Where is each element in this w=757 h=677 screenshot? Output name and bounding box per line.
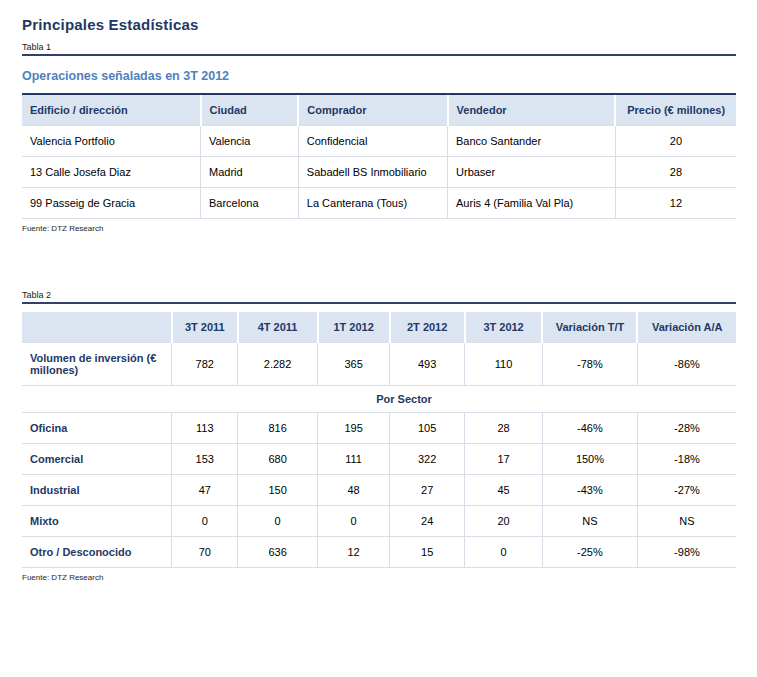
cell-value: 322 (390, 444, 465, 475)
cell-value: 680 (238, 444, 318, 475)
table-row: Industrial 47 150 48 27 45 -43% -27% (22, 475, 736, 506)
table-row: Valencia Portfolio Valencia Confidencial… (22, 126, 736, 157)
cell-value: 0 (172, 506, 238, 537)
cell-edificio: 13 Calle Josefa Diaz (22, 157, 201, 188)
cell-comprador: Sabadell BS Inmobiliario (298, 157, 447, 188)
cell-vendedor: Banco Santander (448, 126, 616, 157)
cell-value: 111 (318, 444, 390, 475)
cell-value: 27 (390, 475, 465, 506)
page-title: Principales Estadísticas (22, 16, 736, 33)
cell-value: 20 (465, 506, 543, 537)
cell-comprador: Confidencial (298, 126, 447, 157)
cell-value: 45 (465, 475, 543, 506)
cell-value: 0 (238, 506, 318, 537)
table-row: Otro / Desconocido 70 636 12 15 0 -25% -… (22, 537, 736, 568)
cell-value: -86% (637, 343, 736, 386)
cell-precio: 28 (615, 157, 736, 188)
table2-investment-volume: 3T 2011 4T 2011 1T 2012 2T 2012 3T 2012 … (22, 312, 736, 568)
cell-value: -78% (542, 343, 637, 386)
cell-precio: 12 (615, 188, 736, 219)
table2-header-variacion-aa: Variación A/A (637, 312, 736, 343)
cell-value: 113 (172, 413, 238, 444)
table2-header-empty (22, 312, 172, 343)
row-label-volumen: Volumen de inversión (€ millones) (22, 343, 172, 386)
table-row: Mixto 0 0 0 24 20 NS NS (22, 506, 736, 537)
cell-comprador: La Canterana (Tous) (298, 188, 447, 219)
cell-value: 105 (390, 413, 465, 444)
table-row: Volumen de inversión (€ millones) 782 2.… (22, 343, 736, 386)
cell-vendedor: Auris 4 (Familia Val Pla) (448, 188, 616, 219)
report-page: Principales Estadísticas Tabla 1 Operaci… (0, 0, 757, 582)
cell-value: -46% (542, 413, 637, 444)
cell-value: 28 (465, 413, 543, 444)
cell-ciudad: Valencia (201, 126, 299, 157)
table1-header-vendedor: Vendedor (448, 94, 616, 126)
cell-value: 150% (542, 444, 637, 475)
table2-header-1t2012: 1T 2012 (318, 312, 390, 343)
cell-value: 0 (465, 537, 543, 568)
cell-value: 24 (390, 506, 465, 537)
cell-ciudad: Madrid (201, 157, 299, 188)
cell-value: NS (542, 506, 637, 537)
table1-operations: Edificio / dirección Ciudad Comprador Ve… (22, 93, 736, 219)
cell-value: 12 (318, 537, 390, 568)
cell-value: 47 (172, 475, 238, 506)
cell-ciudad: Barcelona (201, 188, 299, 219)
row-label-otro-desconocido: Otro / Desconocido (22, 537, 172, 568)
cell-edificio: Valencia Portfolio (22, 126, 201, 157)
cell-value: -28% (637, 413, 736, 444)
cell-value: 15 (390, 537, 465, 568)
section-label-por-sector: Por Sector (22, 386, 736, 413)
cell-value: -25% (542, 537, 637, 568)
table1-header-row: Edificio / dirección Ciudad Comprador Ve… (22, 94, 736, 126)
table1-header-comprador: Comprador (298, 94, 447, 126)
cell-value: -27% (637, 475, 736, 506)
table2-header-3t2011: 3T 2011 (172, 312, 238, 343)
table2-source-note: Fuente: DTZ Research (22, 573, 736, 582)
cell-edificio: 99 Passeig de Gracia (22, 188, 201, 219)
table1-label: Tabla 1 (22, 42, 736, 56)
cell-value: 150 (238, 475, 318, 506)
cell-value: 493 (390, 343, 465, 386)
table1-source-note: Fuente: DTZ Research (22, 224, 736, 233)
row-label-oficina: Oficina (22, 413, 172, 444)
cell-value: 195 (318, 413, 390, 444)
cell-value: -43% (542, 475, 637, 506)
table-row: Oficina 113 816 195 105 28 -46% -28% (22, 413, 736, 444)
table1-header-precio: Precio (€ millones) (615, 94, 736, 126)
table2-header-2t2012: 2T 2012 (390, 312, 465, 343)
row-label-industrial: Industrial (22, 475, 172, 506)
cell-value: 636 (238, 537, 318, 568)
row-label-comercial: Comercial (22, 444, 172, 475)
table-section-row: Por Sector (22, 386, 736, 413)
table2-header-4t2011: 4T 2011 (238, 312, 318, 343)
cell-value: 782 (172, 343, 238, 386)
cell-value: 0 (318, 506, 390, 537)
table2-header-row: 3T 2011 4T 2011 1T 2012 2T 2012 3T 2012 … (22, 312, 736, 343)
table-row: 13 Calle Josefa Diaz Madrid Sabadell BS … (22, 157, 736, 188)
cell-value: NS (637, 506, 736, 537)
table-row: 99 Passeig de Gracia Barcelona La Canter… (22, 188, 736, 219)
row-label-mixto: Mixto (22, 506, 172, 537)
cell-value: 365 (318, 343, 390, 386)
table1-subtitle: Operaciones señaladas en 3T 2012 (22, 69, 736, 83)
cell-value: 2.282 (238, 343, 318, 386)
table2-label: Tabla 2 (22, 290, 736, 304)
table1-header-edificio: Edificio / dirección (22, 94, 201, 126)
cell-value: 70 (172, 537, 238, 568)
cell-vendedor: Urbaser (448, 157, 616, 188)
table-row: Comercial 153 680 111 322 17 150% -18% (22, 444, 736, 475)
cell-value: 17 (465, 444, 543, 475)
table1-header-ciudad: Ciudad (201, 94, 299, 126)
cell-precio: 20 (615, 126, 736, 157)
cell-value: 110 (465, 343, 543, 386)
cell-value: 153 (172, 444, 238, 475)
cell-value: -18% (637, 444, 736, 475)
table2-header-variacion-tt: Variación T/T (542, 312, 637, 343)
cell-value: 48 (318, 475, 390, 506)
cell-value: 816 (238, 413, 318, 444)
cell-value: -98% (637, 537, 736, 568)
table2-header-3t2012: 3T 2012 (465, 312, 543, 343)
